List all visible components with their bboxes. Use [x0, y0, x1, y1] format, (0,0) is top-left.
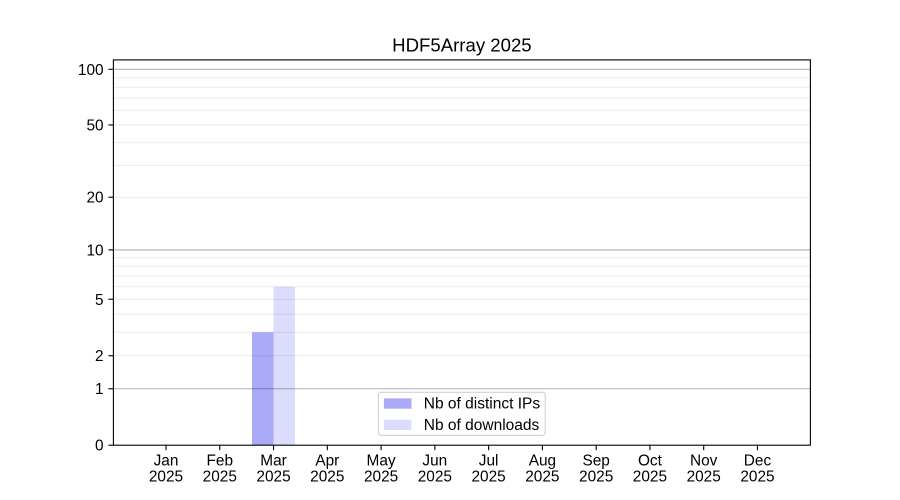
- svg-text:2025: 2025: [687, 469, 721, 486]
- svg-text:5: 5: [95, 292, 104, 309]
- svg-text:100: 100: [78, 62, 104, 79]
- svg-text:Jun: Jun: [422, 453, 447, 470]
- svg-text:Jul: Jul: [479, 453, 499, 470]
- svg-text:2025: 2025: [310, 469, 344, 486]
- svg-text:2025: 2025: [203, 469, 237, 486]
- svg-text:2025: 2025: [364, 469, 398, 486]
- svg-text:2025: 2025: [471, 469, 505, 486]
- svg-text:Sep: Sep: [582, 453, 609, 470]
- svg-text:1: 1: [95, 381, 104, 398]
- svg-text:10: 10: [86, 242, 103, 259]
- svg-text:Feb: Feb: [207, 453, 234, 470]
- svg-text:50: 50: [86, 117, 103, 134]
- svg-text:Nov: Nov: [690, 453, 718, 470]
- svg-text:Apr: Apr: [315, 453, 339, 470]
- svg-text:2025: 2025: [525, 469, 559, 486]
- svg-text:2025: 2025: [633, 469, 667, 486]
- svg-text:Mar: Mar: [260, 453, 287, 470]
- svg-text:2025: 2025: [149, 469, 183, 486]
- svg-text:0: 0: [95, 438, 104, 455]
- svg-text:2025: 2025: [256, 469, 290, 486]
- svg-text:May: May: [367, 453, 396, 470]
- svg-text:Oct: Oct: [638, 453, 663, 470]
- svg-text:Dec: Dec: [744, 453, 772, 470]
- svg-text:Nb of downloads: Nb of downloads: [424, 417, 540, 434]
- svg-text:2025: 2025: [579, 469, 613, 486]
- svg-text:2025: 2025: [418, 469, 452, 486]
- svg-text:Nb of distinct IPs: Nb of distinct IPs: [424, 396, 541, 413]
- svg-text:20: 20: [86, 190, 103, 207]
- svg-text:Jan: Jan: [154, 453, 179, 470]
- svg-text:2: 2: [95, 348, 104, 365]
- svg-text:HDF5Array 2025: HDF5Array 2025: [392, 35, 532, 56]
- svg-text:Aug: Aug: [529, 453, 556, 470]
- svg-text:2025: 2025: [740, 469, 774, 486]
